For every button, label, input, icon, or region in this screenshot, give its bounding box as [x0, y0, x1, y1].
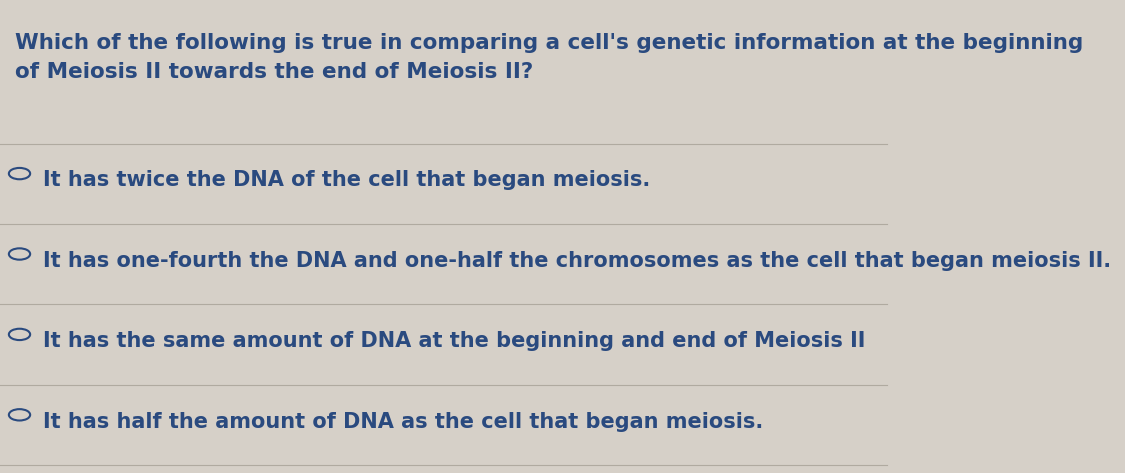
Text: It has twice the DNA of the cell that began meiosis.: It has twice the DNA of the cell that be…	[43, 170, 650, 190]
Text: It has one-fourth the DNA and one-half the chromosomes as the cell that began me: It has one-fourth the DNA and one-half t…	[43, 251, 1110, 271]
Text: It has half the amount of DNA as the cell that began meiosis.: It has half the amount of DNA as the cel…	[43, 412, 763, 431]
Text: It has the same amount of DNA at the beginning and end of Meiosis II: It has the same amount of DNA at the beg…	[43, 331, 865, 351]
Text: Which of the following is true in comparing a cell's genetic information at the : Which of the following is true in compar…	[15, 33, 1083, 82]
